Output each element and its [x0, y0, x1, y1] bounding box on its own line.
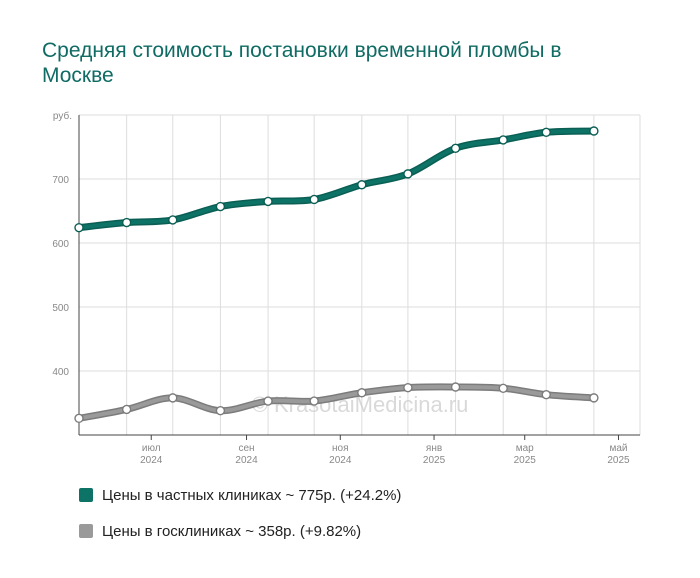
data-point — [450, 382, 461, 392]
data-point — [403, 382, 413, 393]
data-point — [541, 389, 551, 400]
legend-label-private: Цены в частных клиниках ~ 775р. (+24.2%) — [102, 486, 402, 504]
legend: Цены в частных клиниках ~ 775р. (+24.2%)… — [79, 484, 401, 556]
x-tick-month: июл — [142, 443, 161, 454]
data-point — [121, 217, 132, 228]
x-tick-month: сен — [238, 443, 254, 454]
data-point — [357, 388, 367, 398]
data-point — [450, 143, 461, 153]
data-point — [541, 127, 551, 137]
data-point — [589, 126, 599, 136]
x-tick-month: май — [609, 443, 627, 454]
x-tick-year: 2024 — [140, 455, 163, 466]
data-point — [121, 404, 132, 415]
y-tick-label: 700 — [52, 175, 69, 186]
y-unit-label: руб. — [53, 110, 72, 122]
legend-swatch-public — [79, 524, 93, 538]
data-point — [263, 196, 273, 207]
data-point — [263, 396, 273, 406]
data-point — [309, 396, 319, 406]
x-tick-year: 2025 — [607, 455, 630, 466]
legend-label-public: Цены в госклиниках ~ 358р. (+9.82%) — [102, 522, 362, 540]
legend-swatch-private — [79, 488, 93, 502]
y-tick-label: 500 — [52, 303, 69, 314]
x-tick-month: мар — [516, 443, 534, 454]
data-point — [309, 194, 319, 205]
legend-item-private[interactable]: Цены в частных клиниках ~ 775р. (+24.2%) — [79, 484, 401, 506]
data-point — [168, 215, 178, 225]
x-tick-year: 2025 — [423, 455, 446, 466]
x-tick-year: 2025 — [514, 455, 537, 466]
data-point — [589, 393, 599, 403]
data-point — [498, 135, 508, 145]
x-tick-year: 2024 — [235, 455, 258, 466]
x-tick-month: ноя — [332, 443, 349, 454]
y-tick-label: 400 — [52, 367, 69, 378]
legend-item-public[interactable]: Цены в госклиниках ~ 358р. (+9.82%) — [79, 520, 401, 542]
data-point — [215, 405, 226, 416]
y-tick-label: 600 — [52, 239, 69, 250]
data-point — [498, 383, 508, 393]
data-point — [168, 393, 178, 403]
data-point — [74, 222, 84, 233]
data-point — [403, 169, 413, 179]
data-point — [74, 413, 84, 424]
x-tick-year: 2024 — [329, 455, 352, 466]
chart-title: Средняя стоимость постановки временной п… — [42, 39, 562, 87]
data-point — [357, 180, 367, 190]
x-tick-month: янв — [426, 443, 442, 454]
data-point — [215, 201, 226, 212]
